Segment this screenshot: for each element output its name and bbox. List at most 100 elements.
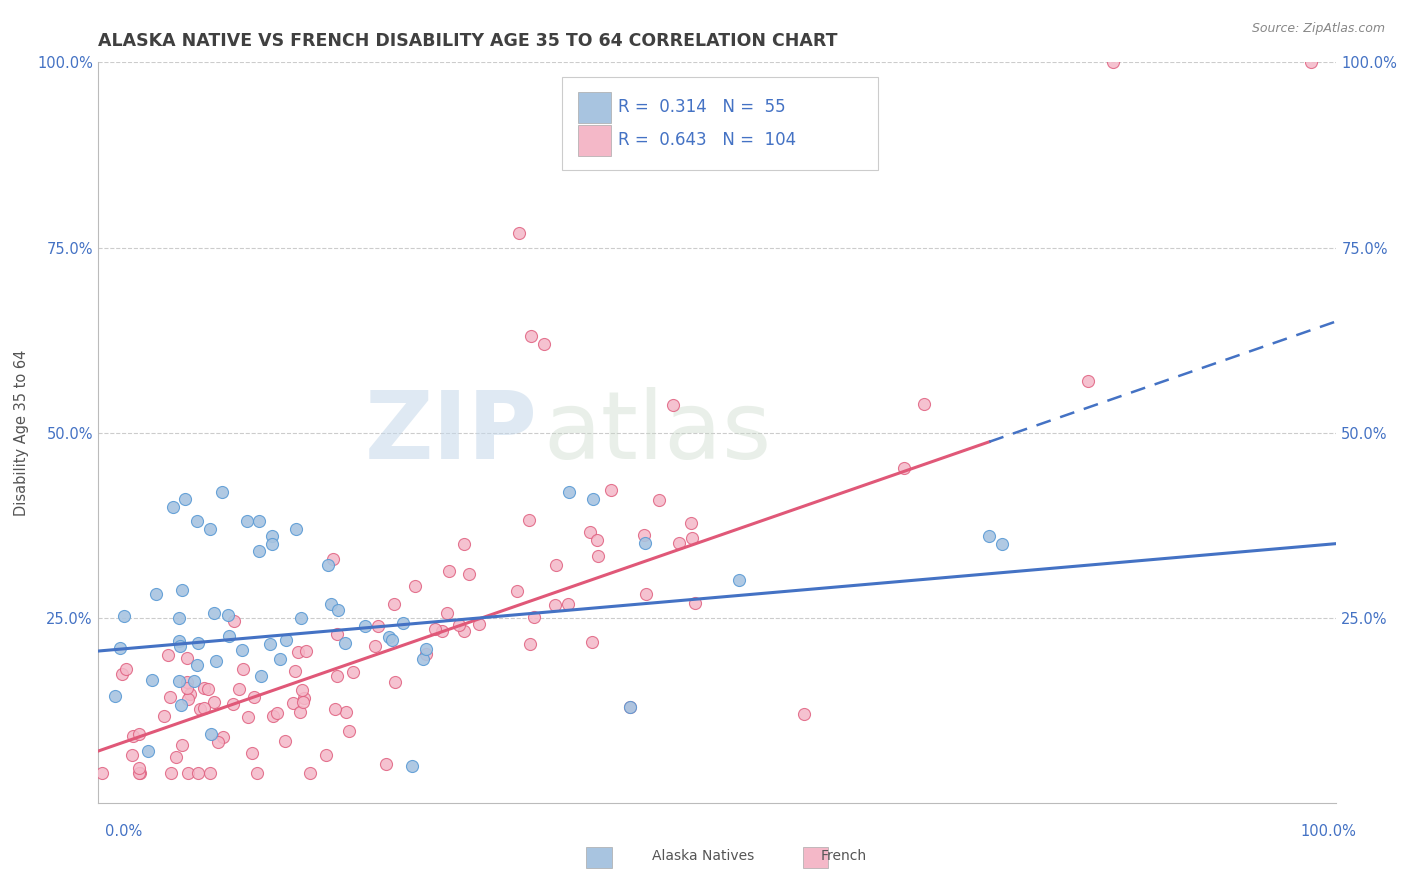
Point: [269, 652, 291, 666]
Point: [633, 528, 655, 542]
Point: [436, 606, 458, 620]
Point: [375, 757, 398, 772]
Point: [793, 706, 815, 721]
Point: [246, 766, 269, 780]
Point: [121, 747, 143, 762]
Point: [243, 690, 266, 704]
Point: [238, 710, 260, 724]
Point: [177, 691, 200, 706]
Point: [619, 699, 641, 714]
Point: [259, 637, 281, 651]
Point: [152, 708, 174, 723]
Point: [145, 587, 167, 601]
Point: [156, 648, 179, 662]
Point: [176, 681, 198, 695]
Point: [543, 598, 565, 612]
Point: [222, 697, 245, 711]
Point: [423, 622, 446, 636]
Point: [290, 610, 312, 624]
Point: [893, 460, 915, 475]
Point: [298, 766, 321, 780]
Point: [141, 673, 163, 687]
Point: [912, 397, 935, 411]
Point: [136, 744, 159, 758]
Point: [159, 690, 181, 704]
Point: [506, 584, 529, 599]
Point: [586, 549, 609, 563]
Point: [211, 484, 233, 499]
Point: [240, 747, 263, 761]
Point: [108, 641, 131, 656]
Point: [337, 723, 360, 738]
Point: [634, 587, 657, 601]
Point: [557, 597, 579, 611]
Point: [439, 564, 461, 578]
Point: [619, 699, 641, 714]
Point: [520, 329, 543, 343]
Point: [392, 616, 415, 631]
Point: [458, 566, 481, 581]
Point: [990, 536, 1012, 550]
Point: [202, 607, 225, 621]
Point: [162, 500, 184, 514]
Point: [681, 516, 703, 530]
Text: French: French: [821, 849, 866, 863]
Text: ZIP: ZIP: [364, 386, 537, 479]
Point: [198, 522, 221, 536]
Point: [600, 483, 623, 497]
Point: [187, 766, 209, 780]
Point: [453, 624, 475, 638]
FancyBboxPatch shape: [562, 78, 877, 169]
Point: [231, 643, 253, 657]
Point: [979, 529, 1001, 543]
Point: [167, 611, 190, 625]
Point: [585, 533, 607, 547]
Point: [111, 666, 134, 681]
Point: [197, 681, 219, 696]
Point: [508, 226, 530, 240]
Point: [274, 734, 297, 748]
Point: [128, 766, 150, 780]
Point: [412, 652, 434, 666]
Point: [323, 701, 346, 715]
Point: [217, 608, 239, 623]
Point: [169, 633, 191, 648]
Point: [1299, 55, 1322, 70]
Point: [581, 634, 603, 648]
Point: [1077, 374, 1099, 388]
Point: [236, 515, 259, 529]
Point: [193, 701, 215, 715]
Point: [319, 597, 342, 611]
Point: [335, 705, 357, 719]
Point: [262, 709, 284, 723]
Point: [204, 654, 226, 668]
Point: [322, 551, 344, 566]
Point: [378, 630, 401, 644]
Point: [112, 609, 135, 624]
Point: [218, 629, 240, 643]
Point: [176, 766, 198, 780]
Text: R =  0.643   N =  104: R = 0.643 N = 104: [619, 131, 796, 149]
Point: [128, 727, 150, 741]
Point: [557, 484, 579, 499]
Point: [519, 637, 541, 651]
Point: [728, 573, 751, 587]
Point: [326, 669, 349, 683]
Point: [668, 536, 690, 550]
Point: [284, 665, 307, 679]
Point: [202, 695, 225, 709]
Point: [232, 662, 254, 676]
Point: [316, 558, 339, 573]
Point: [159, 766, 181, 780]
Text: 0.0%: 0.0%: [105, 824, 142, 838]
Y-axis label: Disability Age 35 to 64: Disability Age 35 to 64: [14, 350, 28, 516]
Point: [662, 398, 685, 412]
Point: [382, 597, 405, 611]
Point: [170, 582, 193, 597]
Point: [183, 674, 205, 689]
Point: [212, 730, 235, 744]
Point: [415, 642, 437, 657]
Point: [222, 614, 245, 628]
Point: [193, 681, 215, 695]
Point: [104, 689, 127, 703]
